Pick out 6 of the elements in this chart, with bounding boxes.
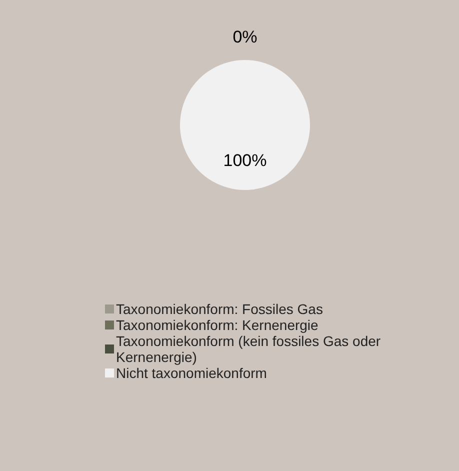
data-label: 100% [223, 151, 267, 170]
text: 0% [232, 28, 258, 46]
legend-label: Taxonomiekonform: Kernenergie [116, 317, 319, 333]
legend-label: Taxonomiekonform: Fossiles Gas [116, 301, 323, 317]
legend-label: Taxonomiekonform (kein fossiles Gas oder Kernenergie) [116, 333, 384, 365]
legend-label: Nicht taxonomiekonform [116, 365, 267, 381]
